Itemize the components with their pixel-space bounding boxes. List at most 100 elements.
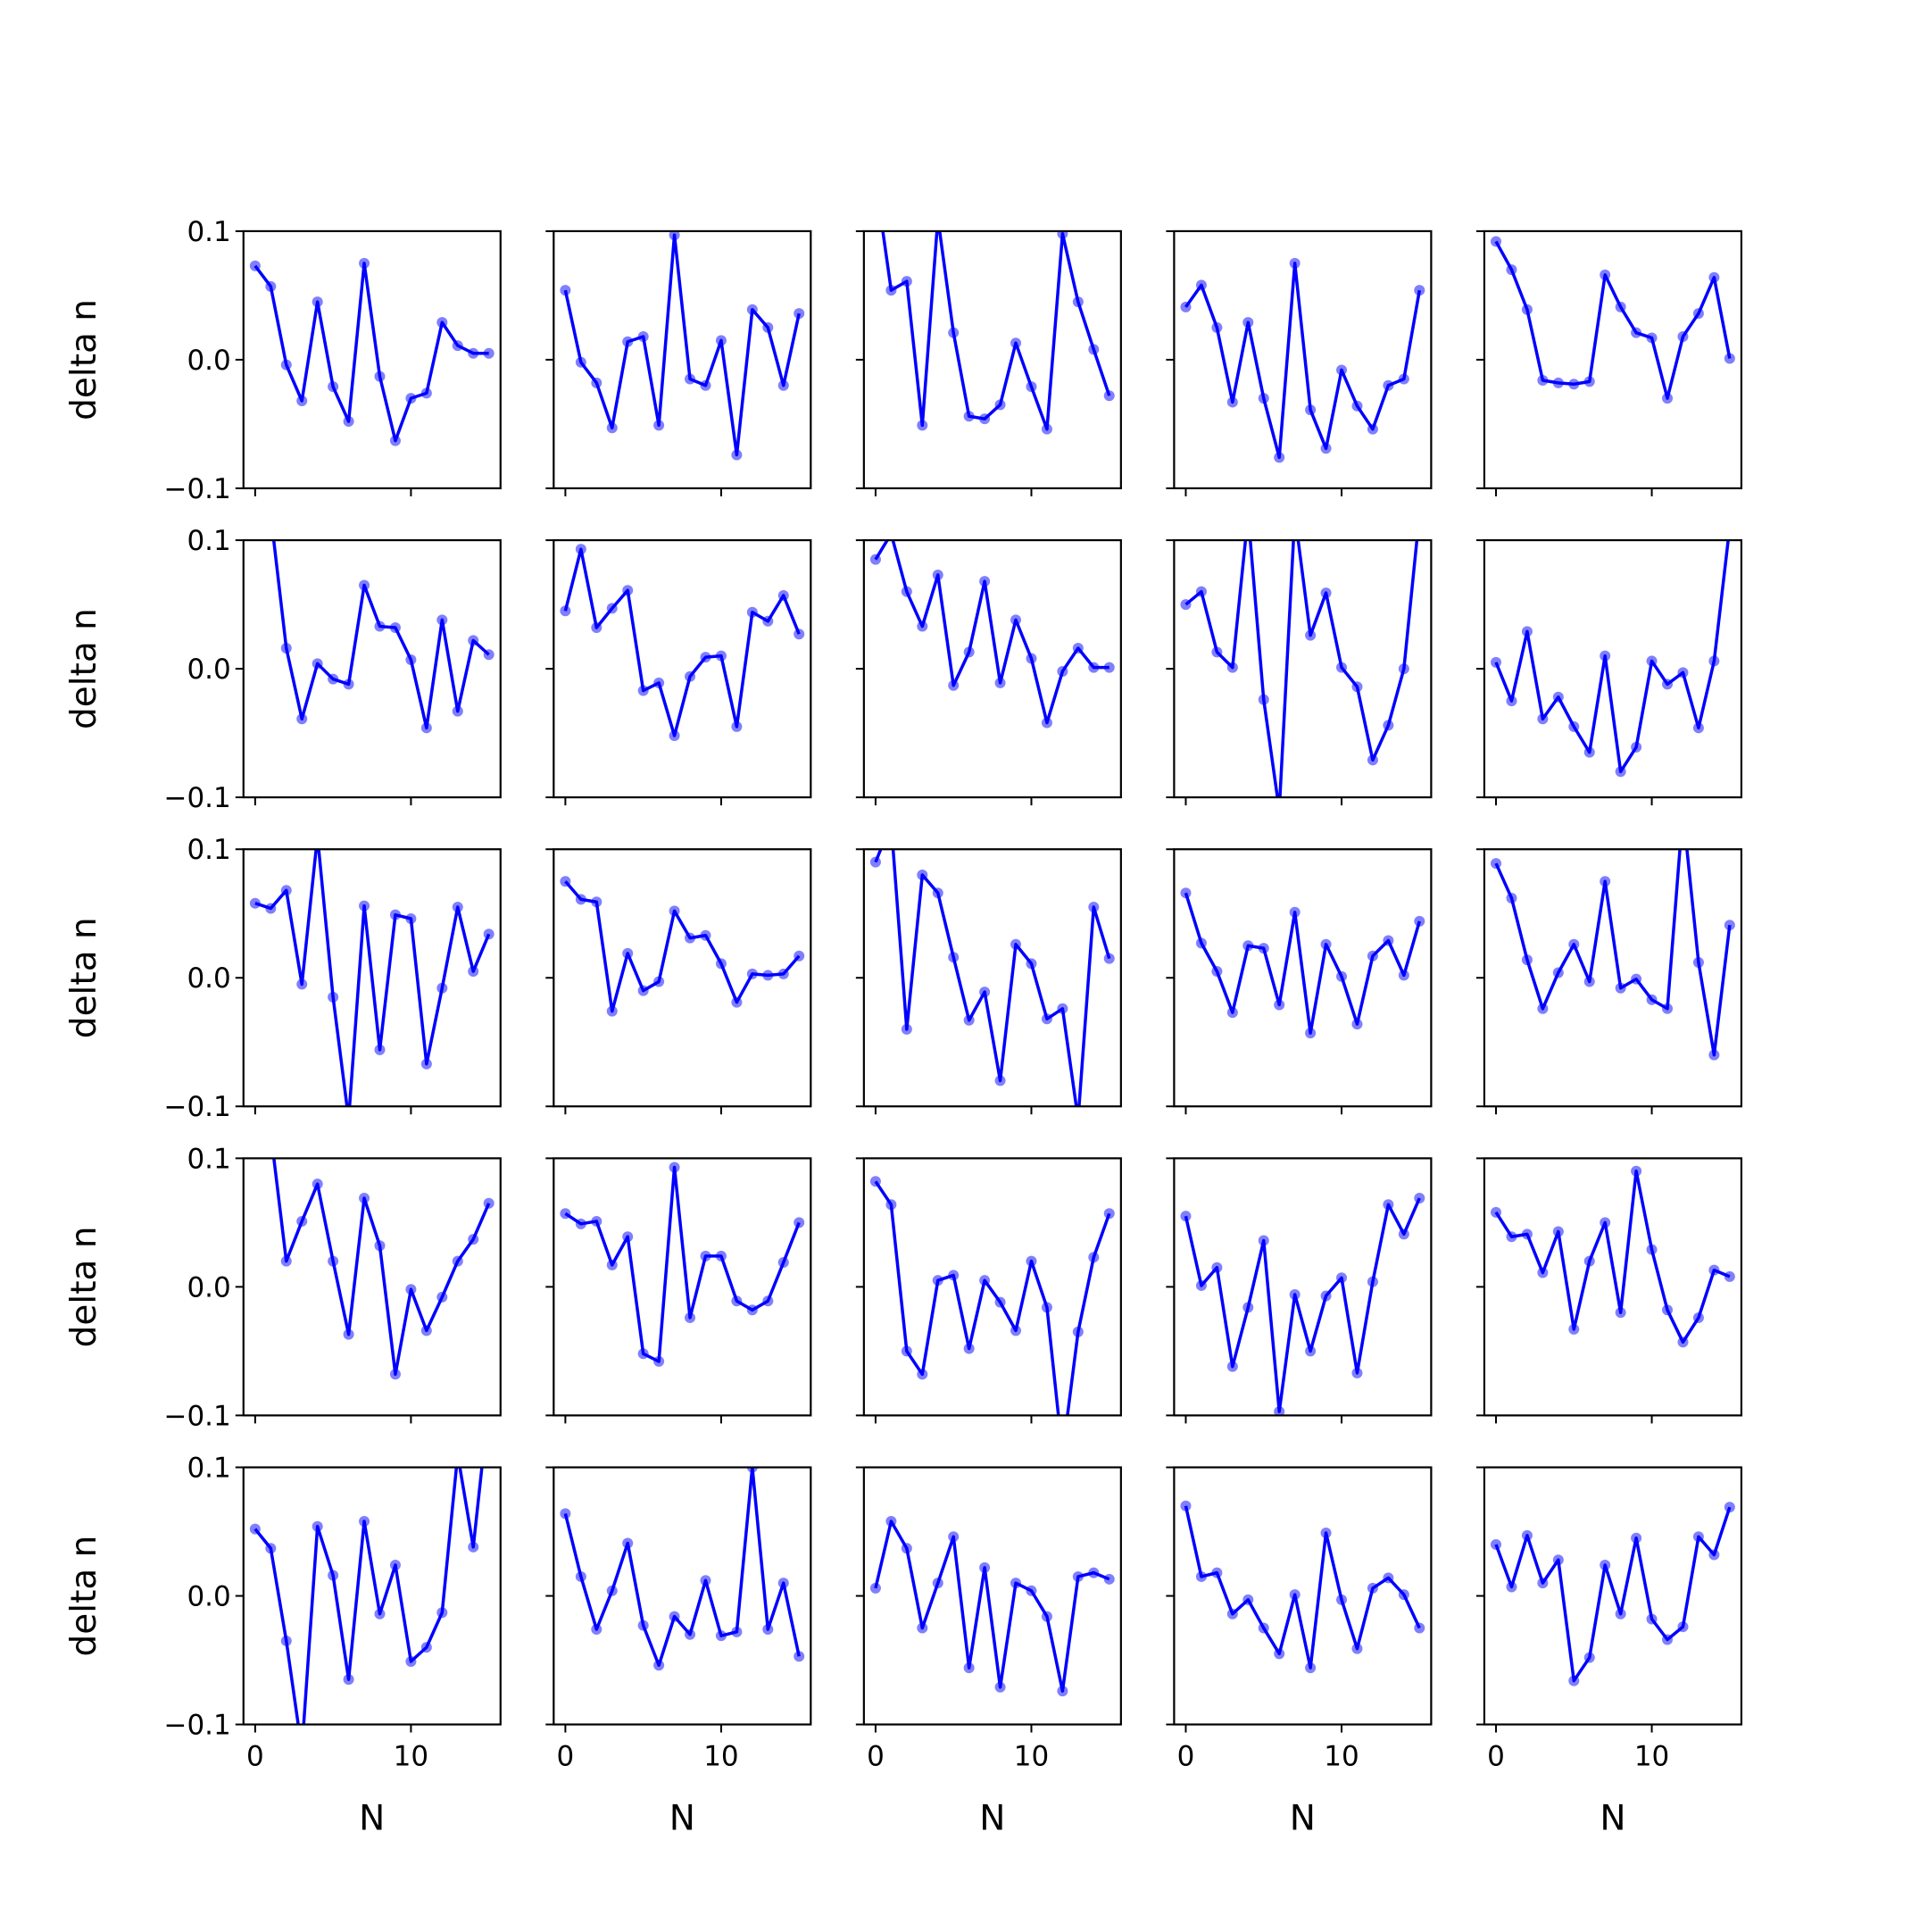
data-point bbox=[1274, 999, 1285, 1011]
data-point bbox=[468, 966, 479, 978]
data-point bbox=[700, 379, 711, 391]
data-point bbox=[420, 1058, 432, 1070]
data-point bbox=[280, 1255, 292, 1267]
data-point bbox=[1662, 1003, 1674, 1014]
data-point bbox=[994, 1681, 1006, 1693]
data-point bbox=[1521, 626, 1533, 637]
data-point bbox=[1414, 509, 1425, 520]
data-point bbox=[296, 1215, 308, 1227]
data-point bbox=[700, 1575, 711, 1586]
data-point bbox=[1537, 1003, 1549, 1014]
data-point bbox=[1320, 587, 1332, 599]
data-line bbox=[563, 547, 801, 737]
data-point bbox=[1646, 332, 1658, 344]
data-point bbox=[1600, 876, 1611, 887]
data-point bbox=[1274, 804, 1284, 815]
data-line bbox=[564, 880, 801, 1013]
data-line bbox=[1494, 1506, 1732, 1683]
data-point bbox=[468, 635, 479, 646]
data-point bbox=[1367, 423, 1378, 435]
data-point bbox=[280, 885, 292, 896]
data-point bbox=[1583, 376, 1595, 387]
data-point bbox=[901, 586, 912, 597]
axes-frame bbox=[553, 1466, 812, 1726]
y-tick-label: 0.0 bbox=[187, 654, 230, 686]
data-point bbox=[1211, 321, 1223, 333]
data-point bbox=[637, 985, 649, 996]
data-point bbox=[963, 1014, 975, 1026]
x-axis-label: N bbox=[669, 1799, 695, 1839]
subplot: 0 10 N bbox=[1475, 1466, 1743, 1839]
data-point bbox=[1677, 1621, 1689, 1633]
data-point bbox=[762, 1295, 774, 1307]
data-point bbox=[1692, 1531, 1704, 1543]
subplot bbox=[545, 229, 812, 496]
data-line bbox=[1184, 892, 1421, 1035]
plot-area bbox=[1491, 540, 1730, 778]
subplot bbox=[545, 538, 812, 806]
data-point bbox=[1242, 509, 1253, 520]
data-point bbox=[1320, 1527, 1332, 1538]
data-point bbox=[979, 987, 991, 998]
data-point bbox=[1677, 805, 1688, 816]
data-point bbox=[948, 1270, 960, 1281]
data-point bbox=[715, 958, 727, 970]
data-point bbox=[1615, 982, 1626, 994]
data-point bbox=[1195, 1279, 1207, 1291]
data-point bbox=[1414, 285, 1425, 296]
y-axis-label: delta n bbox=[64, 608, 104, 729]
data-point bbox=[794, 1217, 805, 1228]
data-point bbox=[869, 554, 881, 565]
data-point bbox=[1537, 1267, 1549, 1278]
subplot bbox=[855, 1157, 1122, 1460]
plot-area bbox=[560, 544, 805, 741]
data-point bbox=[1692, 956, 1704, 968]
data-point bbox=[1103, 390, 1115, 402]
data-point bbox=[1383, 720, 1394, 731]
data-point bbox=[1088, 1252, 1100, 1263]
data-point bbox=[1383, 1199, 1394, 1211]
data-point bbox=[731, 1626, 743, 1637]
plot-area bbox=[560, 1467, 805, 1671]
data-line bbox=[254, 849, 491, 1107]
data-point bbox=[405, 912, 417, 924]
data-point bbox=[762, 615, 774, 627]
data-point bbox=[343, 1328, 354, 1340]
plot-area bbox=[1180, 1500, 1425, 1674]
subplot bbox=[1475, 805, 1743, 1115]
data-point bbox=[901, 1023, 912, 1035]
data-point bbox=[979, 576, 991, 587]
data-point bbox=[1057, 1449, 1068, 1460]
data-point bbox=[1383, 1572, 1394, 1584]
data-point bbox=[575, 894, 586, 905]
subplot bbox=[1166, 229, 1433, 496]
data-point bbox=[1103, 1573, 1115, 1585]
y-tick-label: −0.1 bbox=[163, 1710, 230, 1742]
x-tick-label: 10 bbox=[1014, 1741, 1049, 1773]
data-point bbox=[249, 897, 261, 909]
data-point bbox=[280, 359, 292, 371]
x-axis-label: N bbox=[359, 1799, 385, 1839]
data-point bbox=[1692, 308, 1704, 320]
data-point bbox=[1583, 1652, 1595, 1663]
data-point bbox=[653, 976, 665, 987]
plot-area bbox=[869, 849, 1115, 1107]
data-point bbox=[1677, 331, 1689, 343]
data-point bbox=[1258, 1235, 1269, 1246]
plot-area bbox=[1180, 509, 1425, 815]
data-point bbox=[344, 1114, 354, 1125]
axes-frame bbox=[1173, 1157, 1433, 1417]
data-line bbox=[1494, 849, 1732, 1057]
data-point bbox=[715, 1630, 727, 1642]
data-point bbox=[1521, 1228, 1533, 1240]
data-point bbox=[1724, 1502, 1735, 1513]
data-point bbox=[746, 606, 758, 618]
data-point bbox=[948, 1531, 960, 1543]
data-line bbox=[253, 262, 489, 443]
data-point bbox=[685, 1628, 696, 1640]
data-point bbox=[685, 932, 696, 944]
x-tick-label: 0 bbox=[557, 1741, 575, 1773]
data-point bbox=[328, 1570, 339, 1581]
y-tick-label: −0.1 bbox=[163, 1091, 230, 1123]
subplot bbox=[855, 848, 1122, 1115]
